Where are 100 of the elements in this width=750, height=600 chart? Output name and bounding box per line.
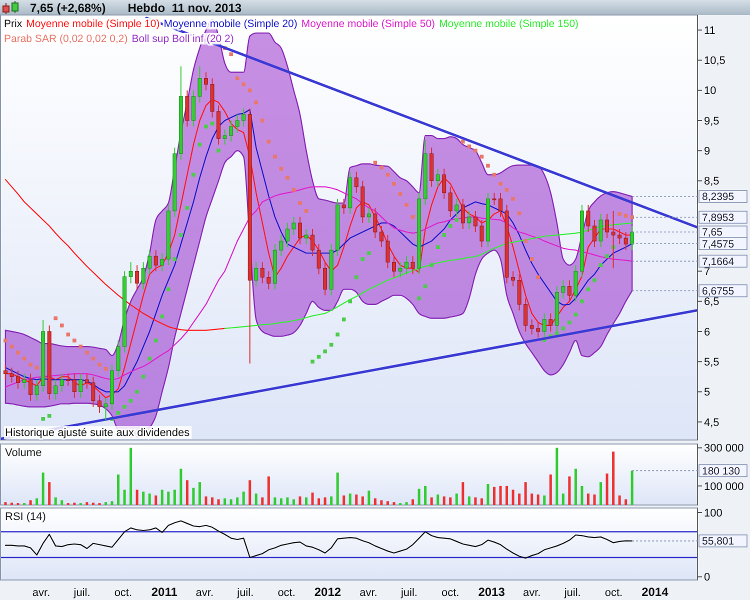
bar [492,486,496,505]
candlestick [398,262,402,278]
bar [224,498,226,505]
candlestick [605,213,610,239]
bar [480,498,483,505]
x-tick-label: oct. [278,587,296,599]
chart-title: Volume [5,447,42,459]
candlestick [379,225,384,248]
bar [593,494,596,505]
bar [430,497,433,505]
y-tick-label: 4,5 [704,416,720,429]
candlestick [542,312,546,338]
bar [29,500,32,505]
y-tick-label: 100 [704,507,722,520]
candlestick [141,262,146,290]
candlestick [34,379,39,402]
candlestick [342,198,346,214]
bar [486,484,490,505]
candlestick [72,373,76,398]
candlestick [530,318,534,336]
text: Moyenne mobile (Simple 10) [26,18,160,30]
candlestick [266,270,271,290]
candlestick [436,168,440,188]
legend-title: Prix [4,18,23,30]
y-tick-label: 11 [704,24,716,37]
bar [286,497,289,505]
candlestick [10,367,14,384]
bar [242,492,245,505]
bar [412,499,414,505]
bar [368,490,370,505]
bar [543,495,546,505]
bar [506,486,508,505]
bar [280,498,282,505]
bar [355,494,358,505]
chart-title: RSI (14) [5,511,46,523]
candlestick [354,171,358,194]
bar [330,496,333,505]
candlestick [304,228,308,245]
candlestick [561,280,566,299]
bar [612,452,615,505]
bar [392,502,396,505]
candlestick [84,373,89,390]
bar [518,494,521,505]
y-tick-label: 5 [704,386,710,399]
bar [123,490,126,505]
bar [36,498,38,505]
candlestick [128,262,133,284]
bar [42,472,44,505]
candlestick [480,219,484,248]
candlestick [630,225,634,251]
bar [474,497,477,505]
annotation: 6,6755 [702,285,734,298]
bar [342,495,346,505]
bar [361,496,364,505]
bar [167,492,170,505]
candlestick [404,256,408,275]
bar [60,500,64,505]
candlestick [60,373,64,392]
candlestick [392,256,396,278]
candlestick [492,192,496,206]
x-tick-label: 2014 [642,585,669,599]
candlestick [154,250,158,272]
x-tick-label: 2011 [151,585,178,599]
candlestick [536,322,540,338]
candlestick [567,280,572,302]
bar [104,502,107,505]
candlestick [285,222,290,248]
bar [574,468,577,505]
bar [204,496,208,505]
bar [600,482,602,505]
x-tick-label: avr. [522,587,541,599]
bar [530,494,534,505]
candlestick [454,198,459,218]
candlestick [373,207,378,239]
candlestick [618,228,622,245]
candlestick [54,379,58,400]
bar [211,497,214,505]
bar [512,490,514,505]
bar [386,501,389,505]
annotation: 7,65 [702,226,723,239]
bar [261,497,264,505]
bar [180,468,182,505]
bar [148,494,151,505]
bar [130,448,132,505]
text: Moyenne mobile (Simple 150) [439,18,579,30]
annotation: 8,2395 [702,191,734,204]
bar [117,474,120,505]
annotation: Historique ajusté suite aux dividendes [5,427,190,439]
candlestick [279,234,284,257]
bar [198,482,201,505]
candlestick [254,262,258,287]
candlestick [467,210,472,230]
bar [618,495,621,505]
y-tick-label: 5,5 [704,356,720,368]
bar [192,488,195,505]
bar [580,486,584,505]
bar [4,502,7,505]
x-tick-label: avr. [32,587,50,599]
candlestick [235,114,240,134]
candlestick [323,262,328,296]
